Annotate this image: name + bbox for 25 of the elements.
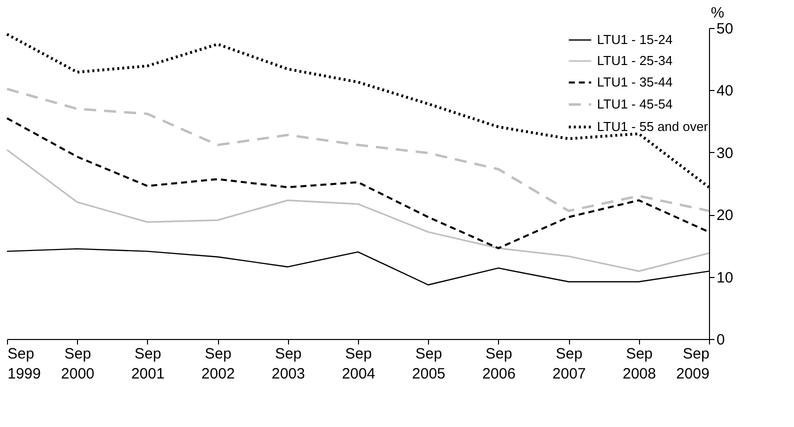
y-tick-label: 40 <box>716 82 734 100</box>
x-tick-label: Sep 2003 <box>272 346 305 382</box>
line-series <box>6 149 710 272</box>
x-tick-label: Sep 2001 <box>131 346 165 382</box>
y-tick-label: 0 <box>716 332 725 348</box>
x-tick-label: Sep 2007 <box>552 346 586 382</box>
legend-label: LTU1 - 35-44 <box>597 74 673 90</box>
legend-label: LTU1 - 25-34 <box>597 53 673 68</box>
y-axis-title: % <box>710 4 724 22</box>
x-tick-label: Sep 2002 <box>201 346 235 382</box>
y-tick-label: 30 <box>716 144 734 162</box>
legend-label: LTU1 - 55 and over <box>597 119 709 134</box>
legend-label: LTU1 - 15-24 <box>597 32 673 47</box>
x-tick-label: Sep 2006 <box>482 346 516 382</box>
legend-label: LTU1 - 45-54 <box>597 96 673 112</box>
line-series <box>6 88 710 212</box>
x-tick-label: Sep 2000 <box>61 346 94 382</box>
y-tick-label: 20 <box>716 207 734 224</box>
x-tick-label: Sep 1999 <box>8 346 41 382</box>
y-tick-label: 10 <box>716 269 734 286</box>
x-tick-label: Sep 2009 <box>676 346 710 382</box>
x-tick-label: Sep 2004 <box>342 346 376 382</box>
y-tick-label: 50 <box>716 20 734 38</box>
x-tick-label: Sep 2008 <box>622 346 656 382</box>
x-tick-label: Sep 2005 <box>412 346 446 382</box>
